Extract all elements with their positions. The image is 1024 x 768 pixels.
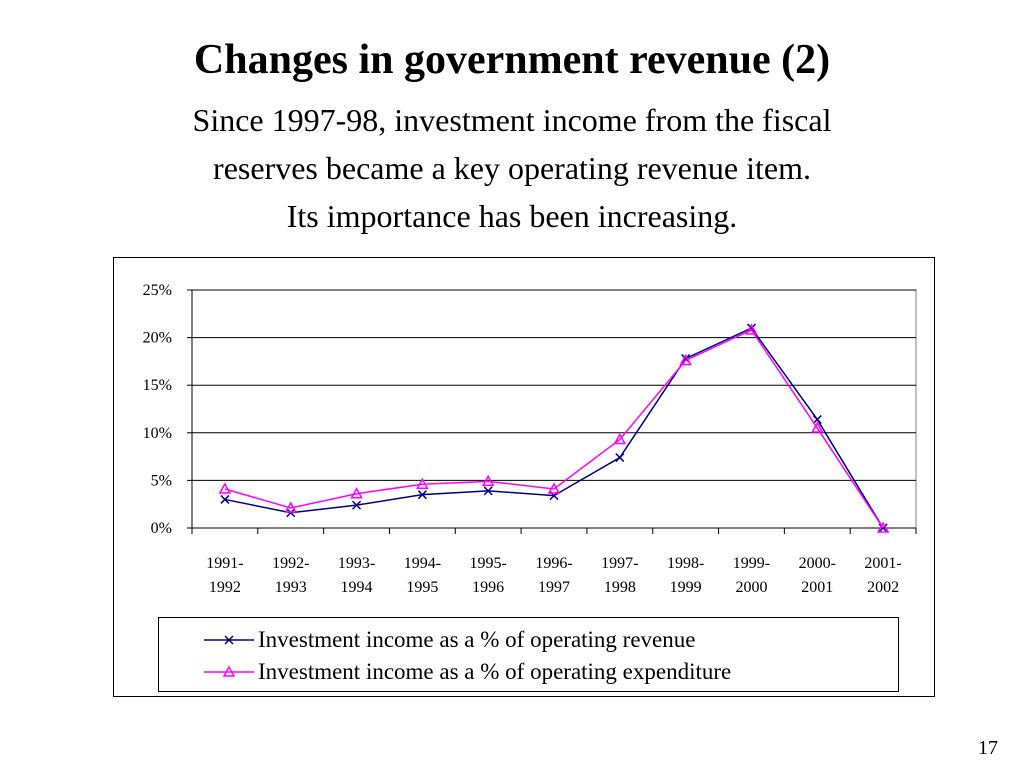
data-point-expenditure — [416, 477, 429, 489]
data-point-expenditure — [547, 482, 561, 494]
subtitle-line-1: Since 1997-98, investment income from th… — [192, 102, 832, 138]
legend-item-revenue: Investment income as a % of operating re… — [159, 624, 900, 656]
x-tick-label: 1996 — [472, 579, 504, 596]
legend-label-expenditure: Investment income as a % of operating ex… — [258, 659, 732, 684]
series-line-revenue — [224, 327, 884, 529]
x-tick-label: 1993 — [275, 579, 307, 596]
x-marker-icon — [204, 635, 254, 645]
y-tick-label: 10% — [143, 425, 172, 442]
x-tick-label: 1997- — [601, 555, 638, 572]
data-point-revenue — [417, 490, 427, 500]
y-tick-label: 0% — [151, 520, 172, 537]
data-point-expenditure — [613, 432, 627, 445]
x-tick-label: 2000- — [799, 555, 836, 572]
x-tick-label: 2001- — [864, 555, 901, 572]
legend-item-expenditure: Investment income as a % of operating ex… — [159, 656, 900, 688]
data-point-revenue — [615, 453, 625, 463]
data-point-revenue — [483, 486, 493, 496]
series-line-expenditure — [224, 329, 884, 529]
x-tick-label: 2002 — [867, 579, 899, 596]
triangle-marker-icon — [204, 665, 254, 677]
x-tick-label: 1992 — [209, 579, 241, 596]
page-number: 17 — [978, 737, 998, 759]
x-tick-label: 1998 — [604, 579, 636, 596]
x-tick-label: 1995 — [406, 579, 438, 596]
y-tick-label: 25% — [143, 282, 172, 299]
data-point-expenditure — [876, 521, 890, 533]
subtitle-line-2: reserves became a key operating revenue … — [213, 150, 811, 186]
legend-label-revenue: Investment income as a % of operating re… — [258, 627, 696, 652]
data-point-revenue — [812, 414, 822, 425]
x-tick-label: 1995- — [470, 555, 507, 572]
x-tick-label: 1998- — [667, 555, 704, 572]
chart-legend: Investment income as a % of operating re… — [158, 617, 899, 692]
y-tick-label: 5% — [151, 472, 172, 489]
y-tick-label: 20% — [143, 330, 172, 347]
x-tick-label: 1996- — [535, 555, 572, 572]
x-tick-label: 1999 — [670, 579, 702, 596]
x-tick-label: 1997 — [538, 579, 570, 596]
data-point-expenditure — [481, 474, 495, 487]
x-tick-label: 1991- — [206, 555, 243, 572]
data-point-revenue — [286, 508, 296, 518]
x-tick-label: 2001 — [801, 579, 833, 596]
data-point-expenditure — [810, 421, 824, 433]
x-tick-label: 2000 — [735, 579, 767, 596]
data-point-expenditure — [284, 501, 298, 513]
data-point-revenue — [352, 500, 362, 510]
slide-title: Changes in government revenue (2) — [193, 37, 831, 83]
x-tick-label: 1993- — [338, 555, 375, 572]
y-tick-label: 15% — [143, 377, 172, 394]
subtitle: Since 1997-98, investment income from th… — [0, 96, 1024, 240]
chart-frame — [113, 257, 935, 697]
data-point-expenditure — [218, 482, 232, 494]
subtitle-line-3: Its importance has been increasing. — [286, 198, 738, 234]
data-point-expenditure — [350, 487, 363, 499]
x-tick-label: 1992- — [272, 555, 309, 572]
data-point-expenditure — [679, 353, 692, 366]
data-point-expenditure — [745, 323, 758, 335]
x-tick-label: 1999- — [733, 555, 770, 572]
x-tick-label: 1994- — [404, 555, 441, 572]
data-point-revenue — [220, 494, 230, 504]
x-tick-label: 1994 — [341, 579, 373, 596]
